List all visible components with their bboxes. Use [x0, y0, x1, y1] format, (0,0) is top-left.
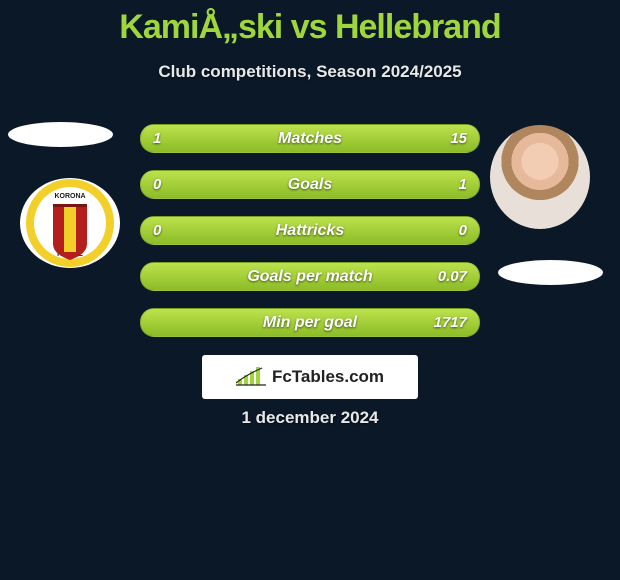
bar-matches: 1 Matches 15 [140, 124, 480, 153]
bar-hattricks-right: 0 [459, 217, 467, 244]
bar-mpg-label: Min per goal [263, 314, 357, 332]
bar-matches-left: 1 [153, 125, 161, 152]
bar-hattricks-left: 0 [153, 217, 161, 244]
bar-mpg-right: 1717 [434, 309, 467, 336]
bar-matches-right: 15 [450, 125, 467, 152]
date: 1 december 2024 [0, 408, 620, 428]
subtitle: Club competitions, Season 2024/2025 [0, 62, 620, 82]
bar-goals-label: Goals [288, 176, 332, 194]
fctables-logo-text: FcTables.com [272, 367, 384, 387]
bar-gpm-right: 0.07 [438, 263, 467, 290]
stat-bars: 1 Matches 15 0 Goals 1 0 Hattricks 0 Goa… [140, 124, 480, 354]
fctables-logo: FcTables.com [202, 355, 418, 399]
bar-gpm: Goals per match 0.07 [140, 262, 480, 291]
right-avatar [490, 125, 590, 229]
bar-hattricks-label: Hattricks [276, 222, 344, 240]
bar-goals-left: 0 [153, 171, 161, 198]
left-crest: KORONA KIELCE [20, 178, 120, 268]
bar-goals: 0 Goals 1 [140, 170, 480, 199]
right-oval [498, 260, 603, 285]
bar-chart-icon [236, 367, 266, 387]
bar-gpm-label: Goals per match [247, 268, 372, 286]
bar-mpg: Min per goal 1717 [140, 308, 480, 337]
page-title: KamiÅ„ski vs Hellebrand [0, 8, 620, 47]
bar-matches-label: Matches [278, 130, 342, 148]
bar-goals-right: 1 [459, 171, 467, 198]
crest-text-top: KORONA [54, 193, 85, 200]
bar-hattricks: 0 Hattricks 0 [140, 216, 480, 245]
left-oval [8, 122, 113, 147]
